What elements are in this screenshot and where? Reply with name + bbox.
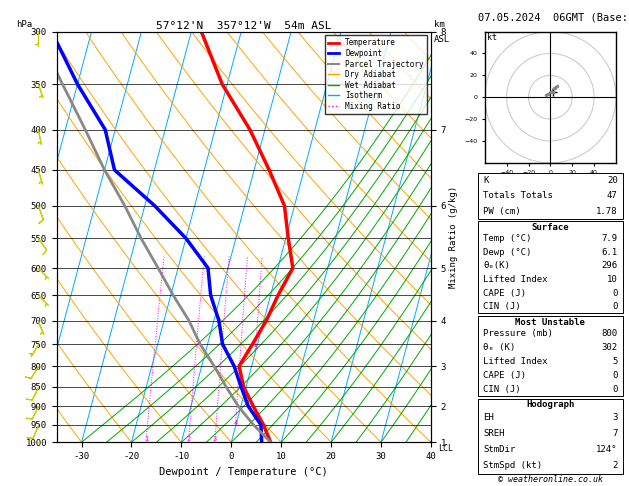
Text: Lifted Index: Lifted Index bbox=[483, 357, 548, 366]
Text: CAPE (J): CAPE (J) bbox=[483, 371, 526, 380]
Text: 2: 2 bbox=[612, 461, 618, 470]
Text: Most Unstable: Most Unstable bbox=[515, 318, 586, 327]
Text: 7: 7 bbox=[612, 429, 618, 438]
Text: PW (cm): PW (cm) bbox=[483, 207, 521, 215]
Text: ASL: ASL bbox=[434, 35, 450, 44]
Text: 0: 0 bbox=[612, 384, 618, 394]
Text: kt: kt bbox=[487, 34, 497, 42]
Text: θₑ(K): θₑ(K) bbox=[483, 261, 510, 270]
Text: 1: 1 bbox=[143, 436, 148, 442]
Text: Temp (°C): Temp (°C) bbox=[483, 234, 532, 243]
Text: StmSpd (kt): StmSpd (kt) bbox=[483, 461, 542, 470]
Text: 124°: 124° bbox=[596, 445, 618, 454]
Text: 47: 47 bbox=[607, 191, 618, 200]
Text: StmDir: StmDir bbox=[483, 445, 515, 454]
Title: 57°12'N  357°12'W  54m ASL: 57°12'N 357°12'W 54m ASL bbox=[156, 21, 331, 31]
Text: EH: EH bbox=[483, 413, 494, 422]
Text: Surface: Surface bbox=[532, 223, 569, 232]
Text: 3: 3 bbox=[213, 436, 217, 442]
Text: 800: 800 bbox=[601, 329, 618, 338]
Text: 4: 4 bbox=[233, 419, 238, 426]
Text: 2: 2 bbox=[186, 436, 191, 442]
Text: 6.1: 6.1 bbox=[601, 248, 618, 257]
X-axis label: Dewpoint / Temperature (°C): Dewpoint / Temperature (°C) bbox=[159, 467, 328, 477]
Text: CIN (J): CIN (J) bbox=[483, 302, 521, 311]
Text: LCL: LCL bbox=[438, 444, 454, 453]
Text: CAPE (J): CAPE (J) bbox=[483, 289, 526, 297]
Text: hPa: hPa bbox=[16, 20, 32, 29]
Text: 07.05.2024  06GMT (Base: 06): 07.05.2024 06GMT (Base: 06) bbox=[478, 12, 629, 22]
Text: Dewp (°C): Dewp (°C) bbox=[483, 248, 532, 257]
Text: 7.9: 7.9 bbox=[601, 234, 618, 243]
Text: 302: 302 bbox=[601, 343, 618, 352]
Text: © weatheronline.co.uk: © weatheronline.co.uk bbox=[498, 474, 603, 484]
Text: Pressure (mb): Pressure (mb) bbox=[483, 329, 553, 338]
Text: 0: 0 bbox=[612, 302, 618, 311]
Text: 5: 5 bbox=[612, 357, 618, 366]
Text: 5: 5 bbox=[253, 346, 258, 351]
Text: CIN (J): CIN (J) bbox=[483, 384, 521, 394]
Text: θₑ (K): θₑ (K) bbox=[483, 343, 515, 352]
Text: 3: 3 bbox=[612, 413, 618, 422]
Text: 0: 0 bbox=[612, 289, 618, 297]
Text: Totals Totals: Totals Totals bbox=[483, 191, 553, 200]
Text: K: K bbox=[483, 176, 489, 185]
Text: Hodograph: Hodograph bbox=[526, 400, 574, 410]
Text: 10: 10 bbox=[607, 275, 618, 284]
Text: km: km bbox=[434, 20, 445, 29]
Text: 296: 296 bbox=[601, 261, 618, 270]
Text: 1.78: 1.78 bbox=[596, 207, 618, 215]
Text: 20: 20 bbox=[607, 176, 618, 185]
Text: 0: 0 bbox=[612, 371, 618, 380]
Text: Lifted Index: Lifted Index bbox=[483, 275, 548, 284]
Legend: Temperature, Dewpoint, Parcel Trajectory, Dry Adiabat, Wet Adiabat, Isotherm, Mi: Temperature, Dewpoint, Parcel Trajectory… bbox=[325, 35, 427, 114]
Text: SREH: SREH bbox=[483, 429, 504, 438]
Y-axis label: Mixing Ratio (g/kg): Mixing Ratio (g/kg) bbox=[448, 186, 458, 288]
